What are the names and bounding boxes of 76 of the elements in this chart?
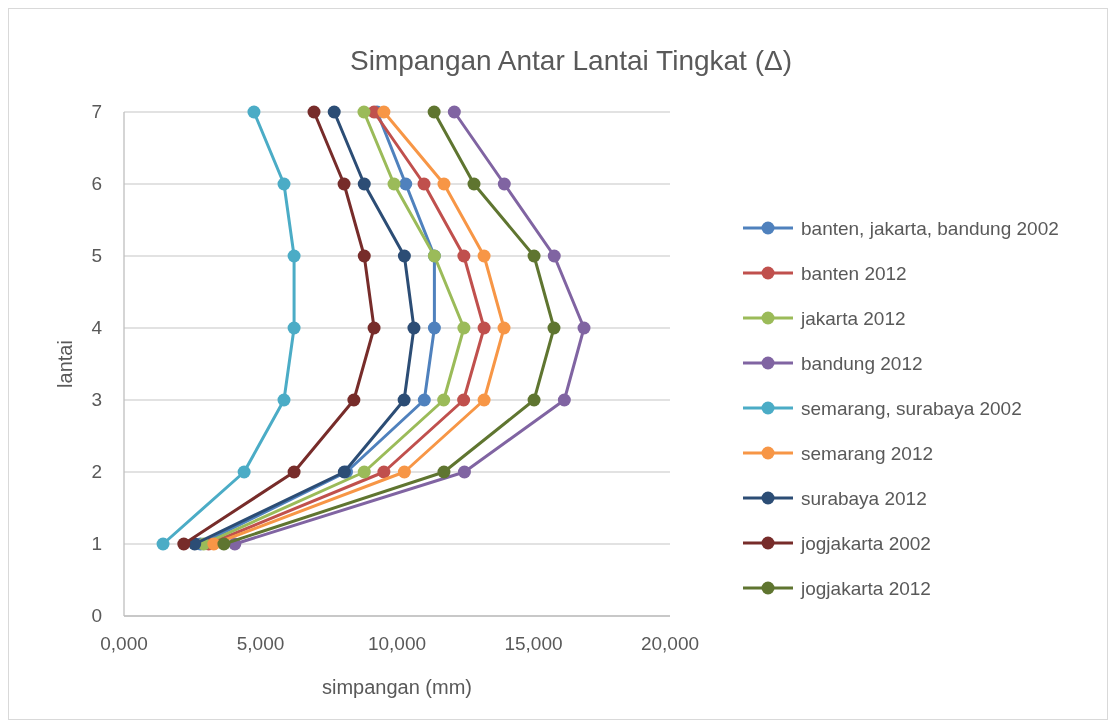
point bbox=[357, 249, 371, 263]
y-tick-label: 1 bbox=[91, 533, 102, 554]
point bbox=[367, 321, 381, 335]
point bbox=[397, 465, 411, 479]
point bbox=[547, 321, 561, 335]
point bbox=[287, 321, 301, 335]
point bbox=[156, 537, 170, 551]
point bbox=[417, 393, 431, 407]
point bbox=[357, 465, 371, 479]
point bbox=[377, 465, 391, 479]
chart-title: Simpangan Antar Lantai Tingkat (Δ) bbox=[349, 45, 793, 76]
y-tick-label: 2 bbox=[91, 461, 102, 482]
point bbox=[327, 105, 341, 119]
point bbox=[427, 105, 441, 119]
y-axis-title: lantai bbox=[54, 340, 76, 388]
point bbox=[557, 393, 571, 407]
y-tick-label: 3 bbox=[91, 389, 102, 410]
point bbox=[217, 537, 231, 551]
point bbox=[477, 393, 491, 407]
point bbox=[457, 465, 471, 479]
point bbox=[397, 249, 411, 263]
point bbox=[357, 105, 371, 119]
legend-label: semarang 2012 bbox=[801, 443, 934, 464]
point bbox=[277, 177, 291, 191]
point bbox=[477, 249, 491, 263]
legend-label: jogjakarta 2012 bbox=[800, 578, 931, 599]
point bbox=[527, 393, 541, 407]
x-tick-label: 10,000 bbox=[367, 633, 427, 654]
point bbox=[467, 177, 481, 191]
point bbox=[357, 177, 371, 191]
legend-label: semarang, surabaya 2002 bbox=[801, 398, 1022, 419]
legend-label: banten, jakarta, bandung 2002 bbox=[801, 218, 1059, 239]
point bbox=[477, 321, 491, 335]
point bbox=[237, 465, 251, 479]
point bbox=[337, 177, 351, 191]
point bbox=[287, 249, 301, 263]
point bbox=[347, 393, 361, 407]
x-tick-label: 0,000 bbox=[100, 633, 148, 654]
x-tick-label: 5,000 bbox=[236, 633, 285, 654]
point bbox=[417, 177, 431, 191]
point bbox=[397, 393, 411, 407]
legend-label: surabaya 2012 bbox=[801, 488, 927, 509]
point bbox=[497, 321, 511, 335]
point bbox=[377, 105, 391, 119]
point bbox=[437, 177, 451, 191]
point bbox=[177, 537, 191, 551]
point bbox=[457, 393, 471, 407]
point bbox=[287, 465, 301, 479]
point bbox=[407, 321, 421, 335]
point bbox=[277, 393, 291, 407]
y-tick-label: 5 bbox=[91, 245, 102, 266]
y-tick-label: 7 bbox=[91, 101, 102, 122]
point bbox=[447, 105, 461, 119]
point bbox=[247, 105, 261, 119]
x-tick-label: 15,000 bbox=[504, 633, 563, 654]
point bbox=[547, 249, 561, 263]
point bbox=[399, 177, 413, 191]
legend-label: jakarta 2012 bbox=[800, 308, 906, 329]
y-tick-label: 4 bbox=[91, 317, 103, 338]
legend-label: jogjakarta 2002 bbox=[800, 533, 931, 554]
point bbox=[437, 465, 451, 479]
x-axis-title: simpangan (mm) bbox=[321, 676, 473, 698]
point bbox=[307, 105, 321, 119]
x-tick-label: 20,000 bbox=[640, 633, 700, 654]
y-tick-label: 6 bbox=[91, 173, 102, 194]
y-tick-label: 0 bbox=[91, 605, 102, 626]
point bbox=[497, 177, 511, 191]
legend-label: bandung 2012 bbox=[801, 353, 923, 374]
point bbox=[527, 249, 541, 263]
point bbox=[577, 321, 591, 335]
point bbox=[427, 321, 441, 335]
legend-label: banten 2012 bbox=[801, 263, 907, 284]
point bbox=[457, 249, 471, 263]
point bbox=[437, 393, 451, 407]
point bbox=[387, 177, 401, 191]
point bbox=[457, 321, 471, 335]
